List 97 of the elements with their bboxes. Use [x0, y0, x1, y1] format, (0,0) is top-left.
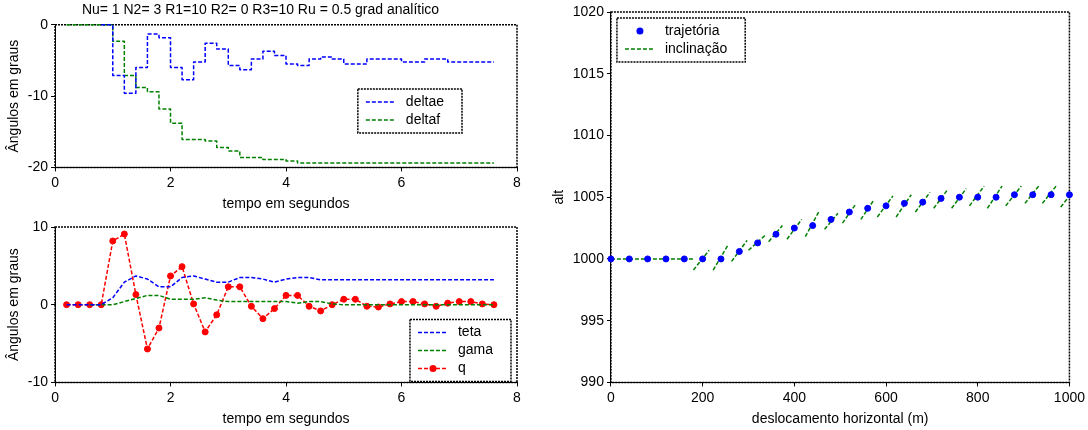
point — [644, 255, 652, 263]
point — [1029, 191, 1037, 199]
x-tick-label: 400 — [782, 388, 807, 405]
point — [167, 272, 175, 280]
point — [864, 204, 872, 212]
point — [809, 222, 817, 230]
x-tick-label: 4 — [282, 388, 291, 405]
point — [340, 295, 348, 303]
legend-label: gama — [457, 341, 494, 358]
point — [490, 301, 498, 309]
point — [143, 345, 151, 353]
point — [1065, 191, 1073, 199]
point — [363, 302, 371, 310]
point — [224, 283, 232, 291]
point — [270, 305, 278, 313]
y-tick-label: -20 — [27, 158, 49, 175]
y-axis-title: Ângulos em graus — [5, 248, 22, 362]
y-tick-label: -10 — [27, 86, 49, 103]
point — [754, 239, 762, 247]
y-tick-label: 1010 — [572, 126, 605, 143]
x-tick-label: 2 — [166, 173, 175, 190]
point — [213, 311, 221, 319]
point — [467, 298, 475, 306]
chart-title: Nu= 1 N2= 3 R1=10 R2= 0 R3=10 Ru = 0.5 grad analítico — [81, 1, 440, 18]
x-tick-label: 6 — [397, 173, 406, 190]
legend-label: inclinação — [664, 39, 728, 56]
point — [155, 324, 163, 332]
y-tick-label: 990 — [580, 373, 605, 390]
point — [109, 237, 117, 245]
legend-label: q — [457, 359, 466, 376]
point — [190, 300, 198, 308]
y-axis-title: Ângulos em graus — [5, 39, 22, 153]
point — [772, 230, 780, 238]
point — [409, 298, 417, 306]
x-axis-title: tempo em segundos — [222, 195, 350, 212]
legend-label: deltae — [405, 92, 445, 109]
point — [374, 303, 382, 311]
y-tick-label: 1000 — [572, 249, 605, 266]
point — [1010, 191, 1018, 199]
x-tick-label: 0 — [51, 388, 60, 405]
point — [662, 255, 670, 263]
legend-label: trajetória — [664, 21, 720, 38]
y-tick-label: 0 — [40, 15, 49, 32]
y-tick-label: 1005 — [572, 188, 605, 205]
x-tick-label: 0 — [51, 173, 60, 190]
y-tick-label: 0 — [40, 295, 49, 312]
point — [717, 255, 725, 263]
point — [132, 291, 140, 299]
point — [790, 224, 798, 232]
point — [351, 295, 359, 303]
point — [900, 199, 908, 207]
point — [259, 315, 267, 323]
point — [317, 307, 325, 315]
point — [294, 291, 302, 299]
point — [282, 291, 290, 299]
point — [607, 255, 615, 263]
x-tick-label: 4 — [282, 173, 291, 190]
point — [455, 298, 463, 306]
point — [827, 215, 835, 223]
legend-label: deltaf — [405, 110, 441, 127]
point — [625, 255, 633, 263]
y-tick-label: 995 — [580, 311, 605, 328]
point — [845, 208, 853, 216]
x-tick-label: 0 — [607, 388, 616, 405]
point — [178, 263, 186, 271]
x-tick-label: 1000 — [1053, 388, 1086, 405]
point — [955, 193, 963, 201]
y-tick-label: 1015 — [572, 64, 605, 81]
x-axis-title: deslocamento horizontal (m) — [751, 410, 929, 427]
y-tick-label: 1020 — [572, 2, 605, 19]
legend-label: teta — [457, 323, 482, 340]
x-tick-label: 8 — [513, 388, 522, 405]
point — [699, 255, 707, 263]
point — [247, 302, 255, 310]
x-tick-label: 800 — [966, 388, 990, 405]
point — [974, 193, 982, 201]
point — [882, 202, 890, 210]
point — [937, 194, 945, 202]
y-axis-title: alt — [550, 189, 567, 205]
point — [1047, 191, 1055, 199]
point — [680, 255, 688, 263]
x-tick-label: 6 — [397, 388, 406, 405]
y-tick-label: 10 — [32, 217, 49, 234]
point — [201, 328, 209, 336]
x-tick-label: 600 — [874, 388, 898, 405]
point — [120, 230, 128, 238]
y-tick-label: -10 — [27, 373, 49, 390]
x-tick-label: 200 — [690, 388, 715, 405]
point — [992, 193, 1000, 201]
point — [735, 248, 743, 256]
x-tick-label: 8 — [513, 173, 522, 190]
point — [305, 302, 313, 310]
point — [398, 298, 406, 306]
point — [919, 198, 927, 206]
x-axis-title: tempo em segundos — [222, 410, 350, 427]
point — [236, 283, 244, 291]
x-tick-label: 2 — [166, 388, 175, 405]
